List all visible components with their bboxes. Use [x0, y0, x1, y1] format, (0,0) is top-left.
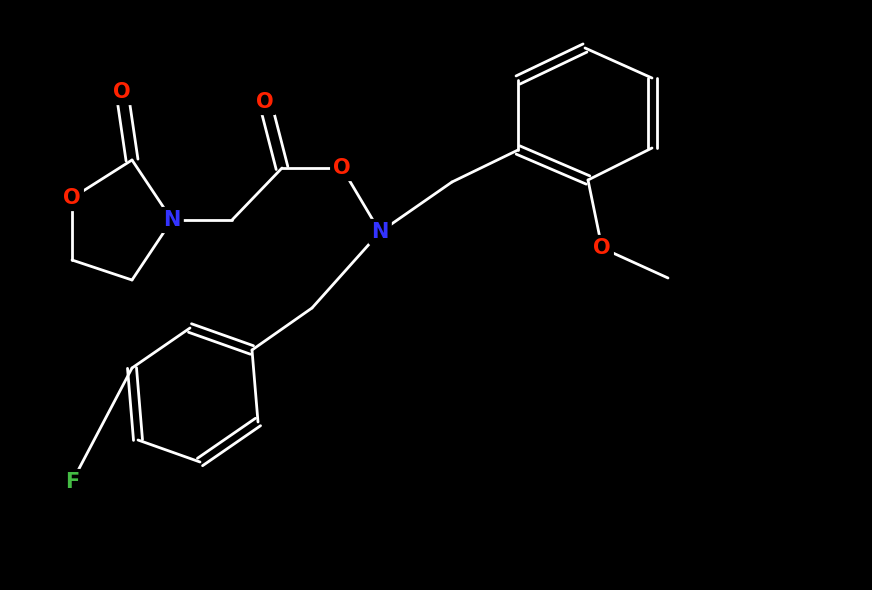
Text: N: N: [163, 210, 181, 230]
Text: O: O: [113, 82, 131, 102]
Text: O: O: [63, 188, 81, 208]
Text: N: N: [371, 222, 389, 242]
Text: O: O: [333, 158, 351, 178]
Text: O: O: [593, 238, 610, 258]
Text: O: O: [256, 92, 274, 112]
Text: F: F: [65, 472, 79, 492]
